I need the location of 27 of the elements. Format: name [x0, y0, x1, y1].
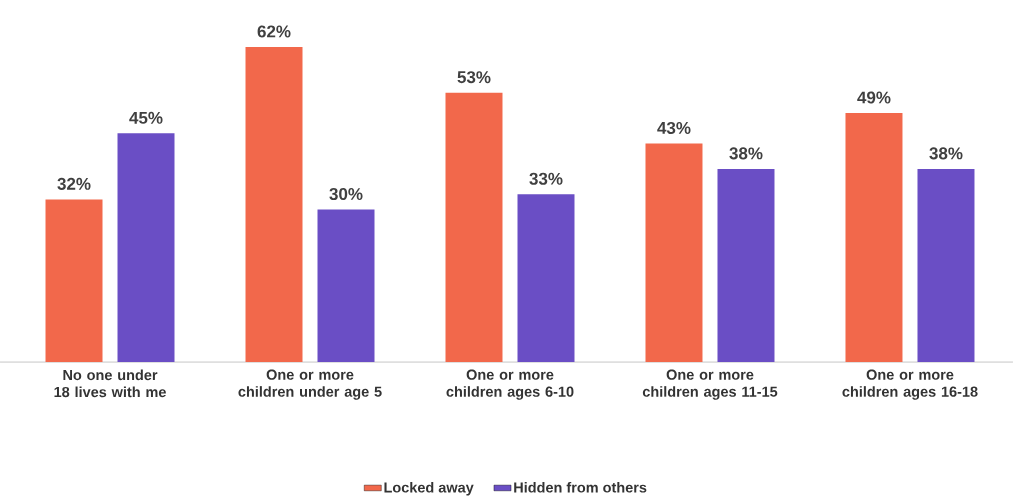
bar — [517, 194, 575, 362]
x-tick-label: One or more children ages 11-15 — [642, 369, 778, 400]
data-label: 33% — [529, 172, 563, 185]
bar — [445, 92, 503, 362]
bar — [717, 168, 775, 362]
bar — [245, 47, 303, 362]
data-label: 53% — [457, 71, 491, 84]
legend-label: Hidden from others — [514, 481, 647, 493]
data-label: 38% — [729, 147, 763, 160]
data-label: 38% — [929, 147, 963, 160]
bar — [845, 113, 903, 362]
bar — [317, 209, 375, 362]
data-label: 62% — [257, 25, 291, 38]
bar — [917, 168, 975, 362]
x-tick-label: One or more children under age 5 — [238, 369, 382, 400]
x-tick-label: One or more children ages 16-18 — [842, 369, 978, 400]
bar — [645, 143, 703, 362]
bar — [45, 199, 103, 362]
data-label: 49% — [857, 91, 891, 104]
x-tick-label: One or more children ages 6-10 — [446, 369, 574, 400]
bar — [117, 133, 175, 362]
data-label: 45% — [129, 111, 163, 124]
data-label: 43% — [657, 121, 691, 134]
x-tick-label: No one under 18 lives with me — [54, 369, 166, 398]
data-label: 30% — [329, 187, 363, 201]
legend-label: Locked away — [384, 481, 474, 496]
data-label: 32% — [57, 177, 91, 190]
